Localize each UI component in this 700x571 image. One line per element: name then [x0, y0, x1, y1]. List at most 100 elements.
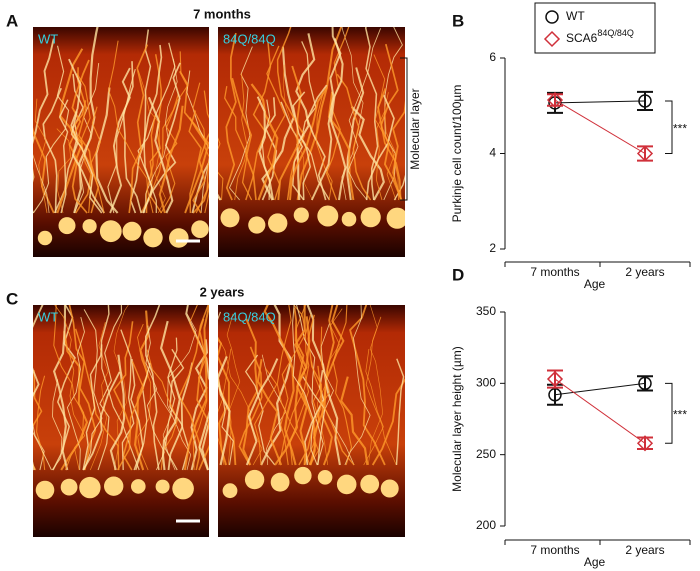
dendrite	[294, 305, 308, 466]
dendrite	[107, 68, 136, 214]
marker	[636, 435, 654, 452]
legend-marker	[545, 10, 559, 24]
y-tick-label: 2	[489, 241, 496, 255]
cell-body	[248, 216, 266, 234]
dendrite	[33, 38, 55, 213]
y-tick-label: 350	[476, 304, 496, 318]
dendrite	[34, 98, 48, 214]
dendrite	[276, 305, 311, 466]
dendrite	[153, 385, 176, 471]
dendrite	[244, 354, 276, 466]
dendrite	[42, 87, 62, 214]
dendrite	[373, 54, 399, 201]
dendrite	[89, 322, 109, 471]
series-line	[554, 99, 646, 154]
dendrite	[195, 90, 209, 214]
dendrite	[66, 316, 85, 471]
dendrite	[178, 305, 209, 471]
dendrite	[256, 359, 283, 466]
cell-body	[35, 480, 55, 500]
cell-body	[360, 474, 380, 494]
dendrite	[128, 44, 149, 214]
dendrite	[109, 354, 126, 471]
dendrite	[145, 305, 161, 471]
dendrite	[101, 344, 140, 471]
cell-body	[99, 220, 122, 243]
legend-marker	[543, 30, 561, 48]
error-bar	[637, 145, 653, 162]
cell-body	[79, 476, 101, 499]
dendrite	[225, 32, 237, 201]
micrograph	[33, 305, 209, 537]
micrograph	[218, 305, 405, 537]
legend-name: WT	[566, 9, 585, 23]
cell-body	[270, 472, 290, 492]
cell-body	[360, 207, 381, 228]
dendrite	[316, 92, 333, 201]
cell-body	[172, 477, 194, 500]
cell-body	[222, 483, 238, 499]
image-label: WT	[38, 309, 58, 324]
dendrite	[52, 305, 69, 471]
dendrite	[371, 378, 405, 466]
panel-letter: B	[452, 11, 464, 30]
y-axis-label: Molecular layer height (µm)	[450, 346, 464, 492]
dendrite	[234, 73, 248, 201]
cell-body	[317, 470, 333, 485]
dendrite	[336, 73, 372, 201]
micrograph	[33, 27, 209, 257]
dendrite	[224, 85, 253, 201]
cell-body	[386, 207, 405, 229]
cell-body	[143, 228, 163, 248]
dendrite	[395, 358, 405, 466]
error-bar	[547, 93, 563, 107]
marker	[548, 387, 562, 402]
dendrite	[261, 46, 296, 201]
dendrite	[329, 38, 347, 201]
significance: ***	[673, 121, 687, 135]
cell-body	[294, 466, 312, 485]
dendrite	[116, 361, 145, 471]
image-label: WT	[38, 31, 58, 46]
micrographs	[33, 27, 405, 537]
dendrite	[145, 114, 156, 214]
dendrite	[280, 314, 312, 466]
dendrite	[185, 305, 209, 471]
dendrite	[158, 105, 184, 214]
x-tick-label: 2 years	[625, 543, 664, 557]
y-tick-label: 6	[489, 50, 496, 64]
cell-body	[37, 230, 53, 246]
dendrite	[54, 305, 86, 471]
dendrite	[82, 305, 110, 471]
tissue	[218, 305, 405, 537]
dendrite	[218, 137, 224, 201]
dendrite	[304, 326, 331, 466]
dendrite	[51, 379, 63, 471]
marker	[638, 94, 652, 108]
dendrite	[226, 313, 241, 466]
cell-body	[220, 208, 240, 228]
cell-body	[58, 217, 76, 235]
significance: ***	[673, 407, 687, 421]
dendrite	[137, 323, 152, 471]
y-tick-label: 4	[489, 146, 496, 160]
dendrite	[245, 358, 279, 466]
dendrite	[261, 97, 278, 201]
dendrite	[296, 27, 343, 201]
dendrite	[363, 348, 384, 466]
dendrite	[159, 320, 181, 471]
x-axis-label: Age	[584, 277, 606, 291]
layer-bracket	[400, 57, 408, 201]
dendrite	[36, 375, 46, 471]
dendrite	[138, 70, 166, 214]
dendrite	[392, 46, 405, 201]
dendrite	[344, 305, 371, 466]
dendrite	[218, 355, 231, 466]
dendrite	[276, 27, 306, 201]
dendrite	[122, 61, 142, 214]
dendrite	[109, 67, 131, 214]
y-tick-label: 250	[476, 447, 496, 461]
dendrite	[317, 365, 355, 466]
y-axis-label: Purkinje cell count/100µm	[450, 85, 464, 223]
cell-body	[155, 479, 170, 494]
